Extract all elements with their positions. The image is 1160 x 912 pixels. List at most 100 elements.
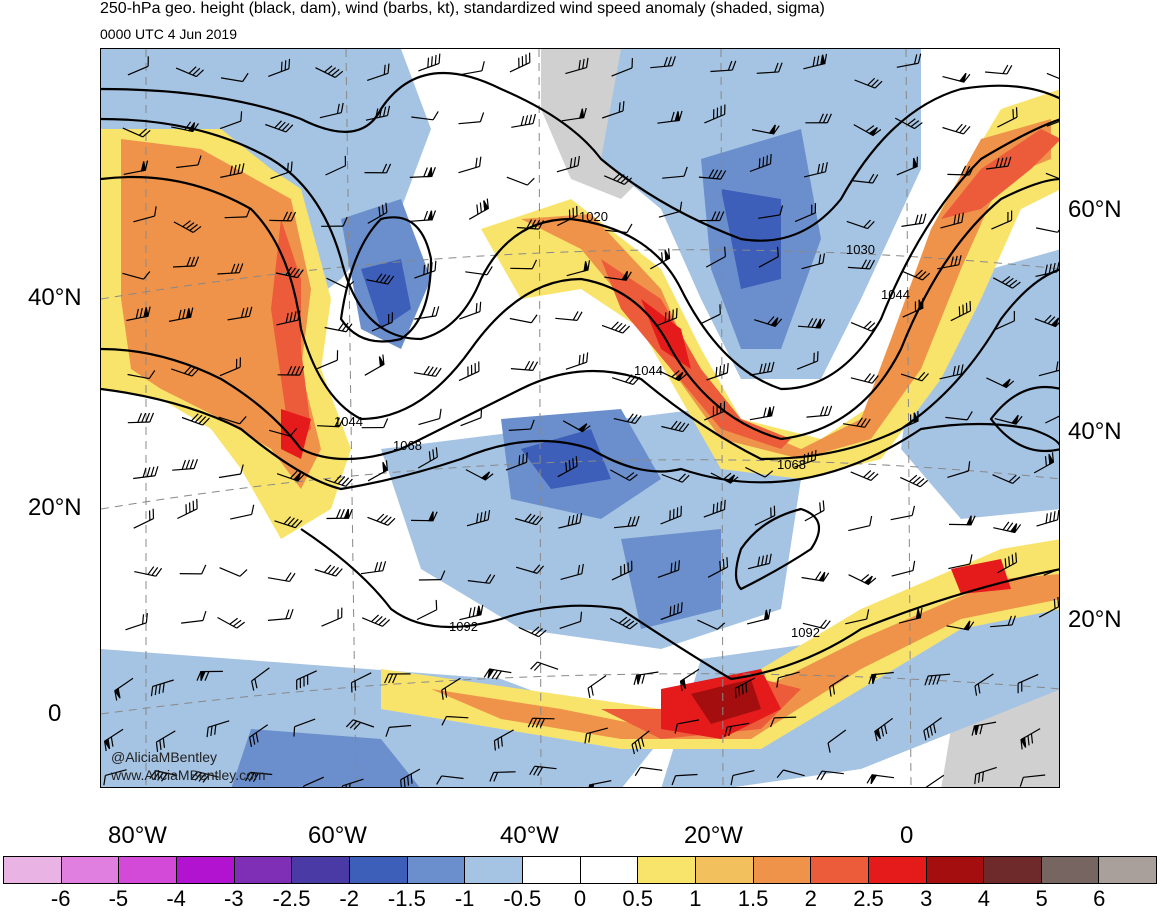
wind-barb [126, 306, 151, 322]
colorbar-swatch [695, 857, 754, 883]
wind-barb [410, 511, 438, 522]
wind-barb [902, 269, 931, 281]
wind-barb [133, 206, 157, 223]
wind-barb [350, 672, 372, 693]
wind-barb [611, 58, 633, 77]
wind-barb [794, 449, 817, 468]
jet-anomaly-shading [101, 89, 1059, 749]
wind-barb [942, 123, 971, 135]
wind-barb [704, 104, 726, 124]
wind-barb [367, 460, 389, 482]
wind-barb [316, 350, 339, 370]
wind-barb [924, 673, 951, 686]
colorbar-swatch [580, 857, 639, 883]
wind-barb [896, 53, 922, 68]
colorbar-swatch [349, 857, 408, 883]
wind-barb [150, 679, 174, 697]
wind-barb [172, 256, 200, 268]
wind-barb [384, 673, 411, 684]
wind-barb [660, 505, 682, 525]
wind-barb [510, 360, 539, 372]
wind-barb [850, 470, 879, 481]
wind-barb [758, 246, 779, 268]
wind-barb [992, 474, 1021, 484]
wind-barb [293, 718, 316, 737]
colorbar-swatch [926, 857, 985, 883]
wind-barb [804, 500, 825, 522]
wind-barb [947, 461, 971, 478]
wind-barb [527, 717, 555, 728]
colorbar-tick-label: 6 [1093, 886, 1106, 911]
wind-barb [190, 771, 219, 783]
wind-barb [1046, 72, 1059, 83]
lat-label-right-20n: 20°N [1068, 606, 1122, 633]
colorbar-swatch [176, 857, 235, 883]
colorbar-swatch [811, 857, 869, 883]
wind-barb [172, 458, 198, 471]
wind-barb [816, 770, 844, 781]
wind-barb [925, 774, 945, 787]
wind-barb [562, 420, 591, 433]
wind-barb [175, 66, 204, 78]
wind-barb [127, 56, 149, 76]
valid-time: 0000 UTC 4 Jun 2019 [100, 26, 237, 42]
wind-barb [850, 373, 879, 384]
wind-barb [509, 52, 531, 73]
wind-barb [776, 769, 805, 779]
wind-barb [707, 557, 729, 578]
wind-barb [217, 616, 245, 629]
wind-barb [326, 508, 353, 520]
colorbar-swatch [465, 857, 523, 883]
wind-barb [697, 619, 726, 630]
wind-barb [155, 730, 176, 753]
wind-barb [275, 266, 304, 279]
colorbar-swatch [61, 857, 120, 883]
colorbar-swatch [4, 857, 62, 883]
lon-label-80w: 80°W [108, 822, 167, 849]
wind-barb [747, 553, 772, 570]
lon-label-20w: 20°W [684, 822, 743, 849]
lat-label-right-40n: 40°N [1068, 418, 1122, 445]
contour-label-1092a: 1092 [449, 619, 478, 634]
wind-barb [103, 728, 124, 752]
wind-barb [556, 155, 580, 173]
wind-barb [901, 213, 927, 227]
wind-barb [325, 155, 347, 176]
wind-barb [853, 124, 882, 137]
colorbar-swatch [1099, 857, 1157, 883]
wind-barb [269, 211, 297, 222]
wind-barb [274, 516, 303, 529]
wind-barb [364, 163, 392, 174]
wind-barb [516, 219, 545, 230]
wind-barb [414, 306, 440, 320]
credit-handle: @AliciaMBentley [111, 749, 218, 765]
wind-barb [410, 210, 437, 222]
lat-label-left-0: 0 [48, 700, 62, 727]
wind-barb [303, 776, 325, 787]
wind-barb [634, 766, 663, 777]
lat-label-left-20n: 20°N [28, 494, 82, 521]
wind-barb [746, 608, 771, 625]
wind-barb [994, 414, 1023, 425]
wind-barb [460, 407, 483, 427]
wind-barb [900, 371, 929, 382]
wind-barb [697, 211, 725, 222]
wind-barb [530, 661, 559, 671]
wind-barb [996, 552, 1018, 574]
wind-barb [196, 670, 223, 681]
wind-barb [1045, 172, 1059, 183]
wind-barb [459, 301, 482, 320]
wind-barb [321, 216, 348, 227]
wind-barb [633, 671, 659, 685]
wind-barb [268, 428, 298, 437]
lat-label-right-60n: 60°N [1068, 196, 1122, 223]
contour-label-1092b: 1092 [791, 625, 820, 640]
wind-barb [176, 155, 202, 169]
wind-barbs [103, 52, 1059, 787]
wind-barb [465, 266, 493, 276]
colorbar-tick-label: 2.5 [853, 886, 884, 911]
wind-barb [706, 363, 729, 381]
wind-barb [1034, 314, 1059, 328]
colorbar-swatch [984, 857, 1042, 883]
contour-label-1044b: 1044 [334, 414, 363, 429]
